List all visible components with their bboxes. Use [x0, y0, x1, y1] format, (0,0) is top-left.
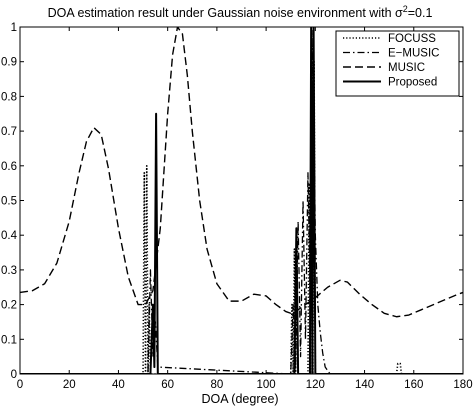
- chart-title: DOA estimation result under Gaussian noi…: [48, 4, 433, 20]
- x-tick-label: 40: [112, 379, 125, 391]
- legend-label: MUSIC: [388, 62, 425, 74]
- y-tick-label: 0.9: [1, 57, 17, 69]
- y-tick-label: 0: [11, 369, 17, 381]
- x-tick-label: 0: [17, 379, 23, 391]
- x-tick-label: 100: [257, 379, 276, 391]
- x-tick-label: 140: [355, 379, 374, 391]
- y-tick-label: 1: [11, 22, 17, 34]
- legend: FOCUSS E−MUSIC MUSIC Proposed: [335, 30, 460, 97]
- y-tick-label: 0.1: [1, 334, 17, 346]
- chart-title-main: DOA estimation result under Gaussian noi…: [48, 6, 403, 20]
- series-line-music: [20, 27, 463, 318]
- series-line-proposed: [20, 27, 463, 374]
- x-tick-label: 120: [306, 379, 325, 391]
- series-line-e-music: [20, 29, 463, 374]
- y-tick-label: 0.2: [1, 300, 17, 312]
- y-tick-label: 0.6: [1, 161, 17, 173]
- y-tick-label: 0.3: [1, 265, 17, 277]
- chart-title-tail: =0.1: [408, 6, 433, 20]
- legend-label: FOCUSS: [388, 33, 436, 45]
- chart-title-superscript: 2: [403, 4, 408, 14]
- y-tick-label: 0.5: [1, 196, 17, 208]
- legend-label: E−MUSIC: [388, 48, 439, 60]
- y-tick-label: 0.7: [1, 126, 17, 138]
- x-tick-label: 160: [404, 379, 423, 391]
- legend-box: [335, 30, 460, 97]
- x-tick-label: 60: [161, 379, 174, 391]
- y-tick-label: 0.4: [1, 230, 18, 242]
- x-tick-label: 180: [453, 379, 472, 391]
- x-tick-label: 20: [63, 379, 76, 391]
- x-tick-label: 80: [210, 379, 223, 391]
- x-axis-label: DOA (degree): [201, 392, 278, 406]
- y-tick-label: 0.8: [1, 91, 17, 103]
- plot-area: 0 20 40 60 80 100 120 140 160 180 0 0.1 0.2 0.3 0.4 0.5…: [1, 22, 473, 391]
- legend-label: Proposed: [388, 77, 437, 89]
